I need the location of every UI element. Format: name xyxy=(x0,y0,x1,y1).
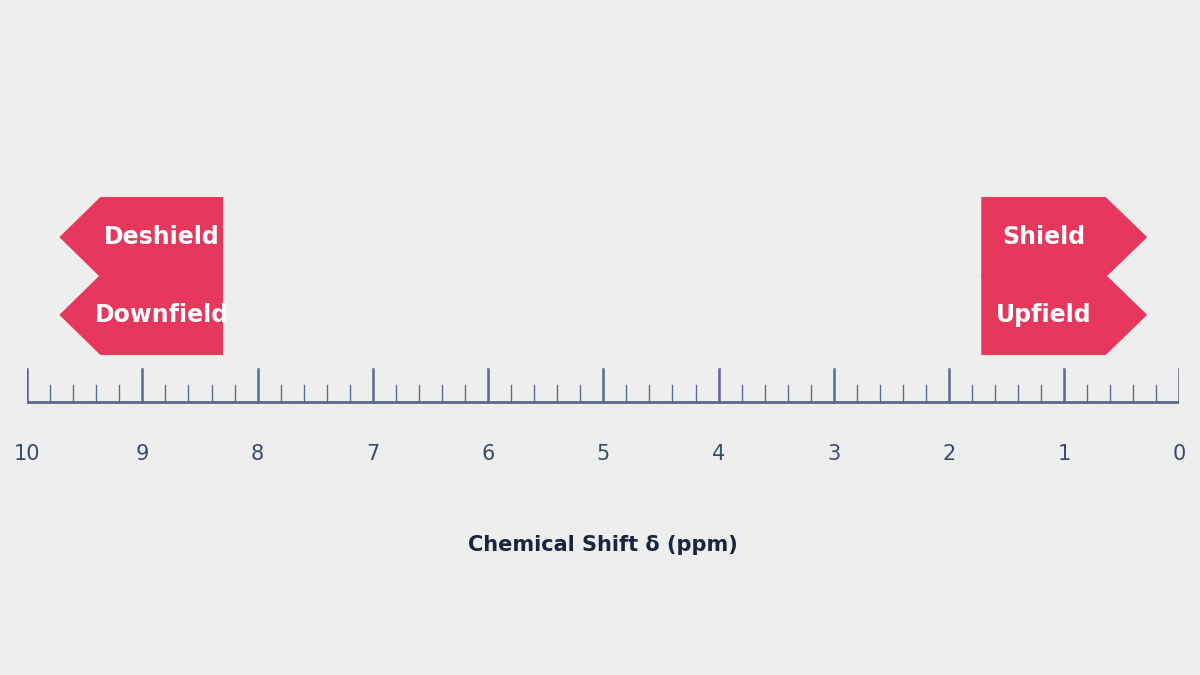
Text: 9: 9 xyxy=(136,444,149,464)
Text: Upfield: Upfield xyxy=(996,303,1091,327)
Text: Downfield: Downfield xyxy=(95,303,229,327)
Polygon shape xyxy=(982,275,1147,355)
Text: Shield: Shield xyxy=(1002,225,1085,249)
Text: 2: 2 xyxy=(942,444,955,464)
Text: 8: 8 xyxy=(251,444,264,464)
Text: 10: 10 xyxy=(14,444,41,464)
Text: 1: 1 xyxy=(1057,444,1070,464)
Polygon shape xyxy=(982,197,1147,277)
Text: 4: 4 xyxy=(712,444,725,464)
Text: 0: 0 xyxy=(1172,444,1186,464)
Text: 5: 5 xyxy=(596,444,610,464)
Text: Chemical Shift δ (ppm): Chemical Shift δ (ppm) xyxy=(468,535,738,555)
Polygon shape xyxy=(60,275,223,355)
Text: 7: 7 xyxy=(366,444,379,464)
Text: Deshield: Deshield xyxy=(104,225,220,249)
Text: 3: 3 xyxy=(827,444,840,464)
Text: 6: 6 xyxy=(481,444,494,464)
Polygon shape xyxy=(60,197,223,277)
